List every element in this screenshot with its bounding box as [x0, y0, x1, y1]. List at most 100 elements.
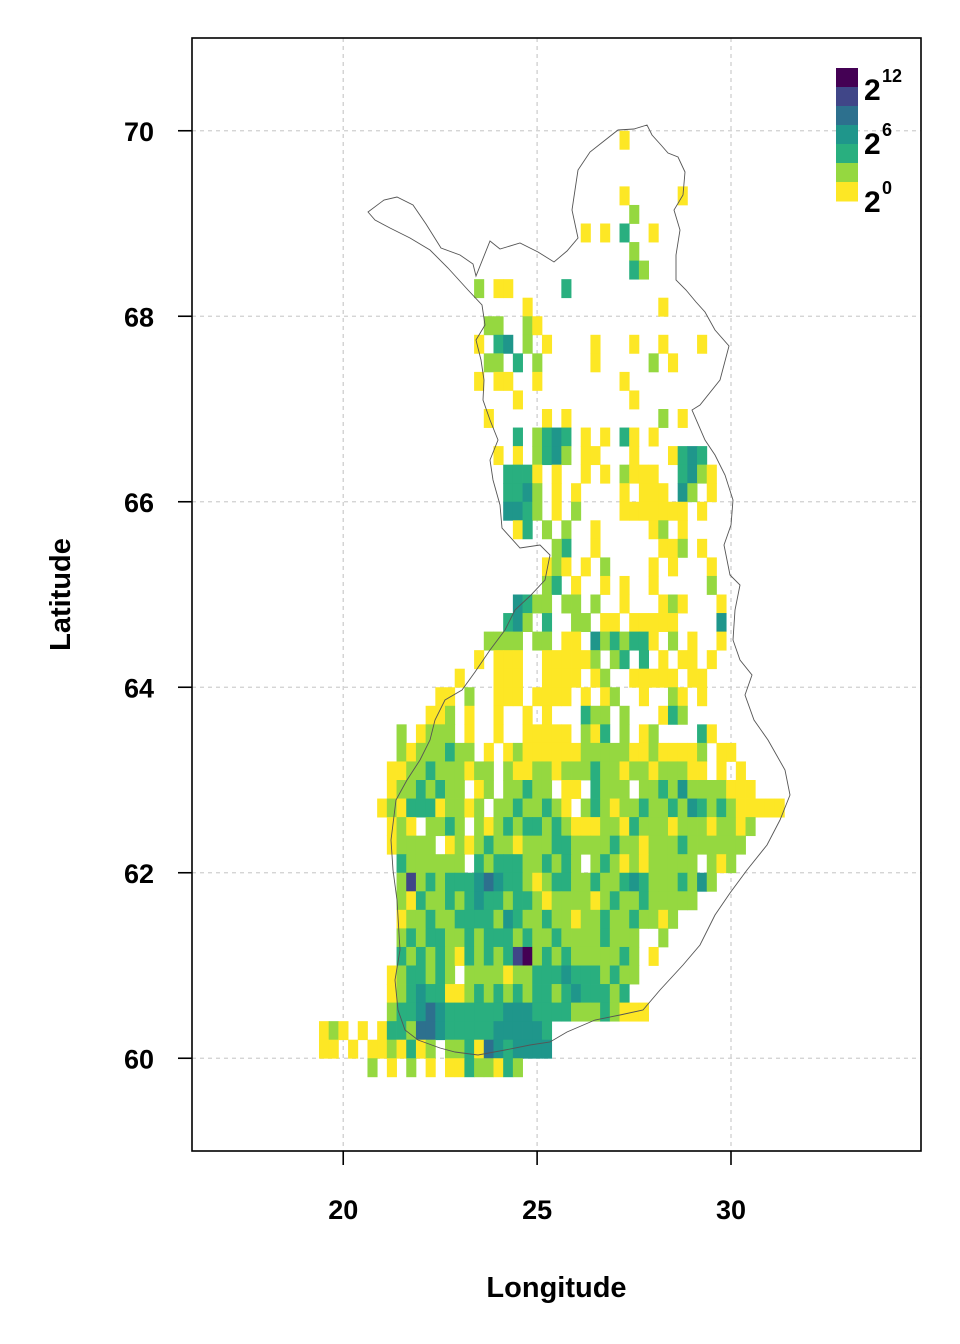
heatmap-cell: [464, 928, 475, 948]
heatmap-cell: [512, 483, 523, 503]
heatmap-cell: [571, 835, 582, 855]
heatmap-cell: [629, 668, 640, 688]
heatmap-cell: [580, 223, 591, 243]
heatmap-cell: [425, 705, 436, 725]
heatmap-cell: [503, 279, 514, 299]
heatmap-cell: [687, 891, 698, 911]
heatmap-cell: [474, 279, 485, 299]
heatmap-cell: [464, 687, 475, 707]
heatmap-cell: [600, 780, 611, 799]
heatmap-cell: [590, 761, 601, 781]
heatmap-cell: [687, 668, 698, 688]
heatmap-cell: [571, 613, 582, 632]
heatmap-cell: [406, 817, 417, 837]
heatmap-cell: [474, 835, 485, 855]
heatmap-cell: [503, 464, 514, 484]
heatmap-cell: [638, 761, 649, 781]
heatmap-cell: [619, 984, 630, 1003]
heatmap-cell: [658, 817, 669, 837]
heatmap-cell: [512, 520, 523, 540]
heatmap-cell: [687, 742, 698, 762]
heatmap-cell: [512, 631, 523, 651]
heatmap-cell: [648, 501, 659, 521]
heatmap-cell: [590, 780, 601, 799]
heatmap-cell: [706, 835, 717, 855]
heatmap-cell: [677, 464, 688, 484]
heatmap-cell: [454, 946, 465, 966]
heatmap-cell: [454, 909, 465, 929]
heatmap-cell: [600, 1002, 611, 1022]
heatmap-cell: [774, 798, 785, 818]
heatmap-cell: [512, 909, 523, 929]
heatmap-cell: [571, 854, 582, 874]
heatmap-cell: [755, 798, 766, 818]
heatmap-cell: [503, 1002, 514, 1022]
heatmap-cell: [522, 501, 533, 521]
heatmap-cell: [619, 501, 630, 521]
heatmap-cell: [474, 909, 485, 929]
heatmap-cell: [493, 316, 504, 336]
heatmap-cell: [600, 687, 611, 707]
heatmap-cell: [609, 872, 620, 892]
heatmap-cell: [541, 1039, 553, 1059]
heatmap-cell: [619, 798, 630, 818]
heatmap-cell: [522, 928, 533, 948]
heatmap-cell: [745, 798, 756, 818]
heatmap-cell: [638, 631, 649, 651]
heatmap-cell: [318, 1039, 330, 1059]
heatmap-cell: [629, 891, 640, 911]
heatmap-cell: [619, 483, 630, 503]
heatmap-cell: [716, 742, 727, 762]
heatmap-cell: [629, 334, 640, 354]
heatmap-cell: [571, 650, 582, 670]
heatmap-cell: [687, 854, 698, 874]
heatmap-cell: [726, 742, 737, 762]
heatmap-cell: [561, 279, 572, 299]
heatmap-cell: [396, 1002, 407, 1022]
heatmap-cell: [348, 1039, 359, 1059]
heatmap-cell: [571, 1002, 582, 1022]
heatmap-cell: [493, 279, 504, 299]
heatmap-cell: [638, 909, 649, 929]
heatmap-cell: [667, 742, 679, 762]
heatmap-cell: [435, 946, 446, 966]
heatmap-cell: [483, 854, 494, 874]
heatmap-cell: [590, 854, 601, 874]
heatmap-cell: [445, 817, 456, 837]
heatmap-cell: [406, 1002, 417, 1022]
heatmap-cell: [677, 742, 688, 762]
heatmap-cell: [483, 909, 494, 929]
heatmap-cell: [561, 538, 572, 558]
heatmap-cell: [619, 650, 630, 670]
heatmap-cell: [580, 742, 591, 762]
heatmap-cell: [435, 687, 446, 707]
heatmap-cell: [512, 427, 523, 447]
heatmap-cell: [609, 835, 620, 855]
heatmap-cell: [386, 817, 397, 837]
heatmap-cell: [328, 1021, 339, 1041]
heatmap-cell: [503, 946, 514, 966]
heatmap-cell: [590, 742, 601, 762]
heatmap-cell: [493, 668, 504, 688]
heatmap-cell: [532, 483, 543, 503]
heatmap-cell: [551, 854, 562, 874]
heatmap-cell: [512, 780, 523, 799]
y-tick-label: 64: [124, 673, 154, 703]
heatmap-cell: [677, 780, 688, 799]
heatmap-cell: [687, 464, 698, 484]
heatmap-cell: [580, 761, 591, 781]
heatmap-cell: [667, 817, 679, 837]
heatmap-cell: [522, 946, 533, 966]
heatmap-cell: [648, 353, 659, 373]
heatmap-cell: [629, 742, 640, 762]
heatmap-cell: [697, 334, 708, 354]
heatmap-cell: [658, 650, 669, 670]
heatmap-cell: [328, 1039, 339, 1059]
heatmap-cell: [600, 668, 611, 688]
heatmap-cell: [493, 334, 504, 354]
heatmap-cell: [648, 742, 659, 762]
heatmap-cell: [629, 446, 640, 466]
heatmap-cell: [445, 1058, 456, 1078]
heatmap-cell: [716, 817, 727, 837]
